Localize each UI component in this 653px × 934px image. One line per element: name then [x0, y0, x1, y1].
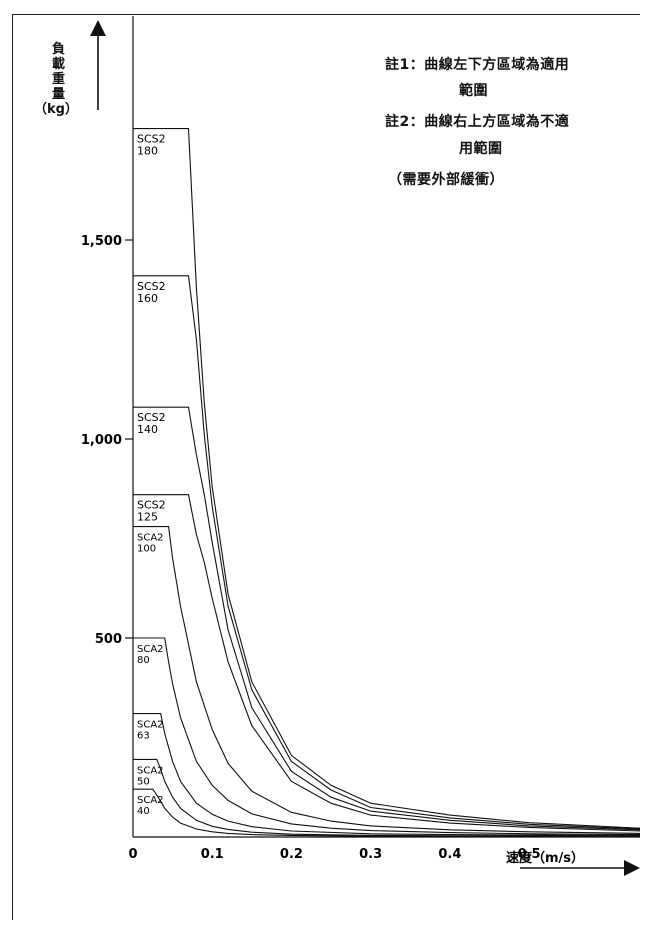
series-label: 63 — [137, 731, 150, 742]
series-label: 160 — [137, 292, 158, 305]
series-line-scs2-180 — [133, 128, 641, 829]
series-label: SCS2 — [137, 280, 166, 293]
series-label: 180 — [137, 145, 158, 158]
note-2-line-2: 用範圍 — [459, 141, 503, 157]
series-label: SCA2 — [137, 533, 164, 544]
series-line-scs2-125 — [133, 494, 641, 832]
series-label: SCS2 — [137, 499, 166, 512]
series-label: SCA2 — [137, 795, 164, 806]
series-label: SCA2 — [137, 644, 164, 655]
series-line-sca2-100 — [133, 526, 641, 834]
series-layer: SCS2180SCS2160SCS2140SCS2125SCA2100SCA28… — [133, 128, 641, 838]
series-label: 50 — [137, 776, 150, 787]
series-label: SCA2 — [137, 720, 164, 731]
y-tick-label: 500 — [95, 632, 122, 647]
y-axis-label-char: 載 — [52, 57, 66, 72]
chart-frame — [12, 14, 640, 920]
series-line-scs2-160 — [133, 275, 641, 830]
y-tick-label: 1,500 — [81, 234, 122, 249]
series-line-sca2-80 — [133, 637, 641, 836]
series-line-scs2-140 — [133, 406, 641, 831]
x-tick-label: 0.5 — [518, 847, 541, 862]
series-label: SCS2 — [137, 133, 166, 146]
y-tick-label: 1,000 — [81, 433, 122, 448]
x-tick-label: 0 — [128, 847, 137, 862]
y-axis-label-char: 重 — [52, 72, 66, 87]
x-tick-label: 0.2 — [280, 847, 303, 862]
y-axis-label-char: （kg） — [34, 102, 78, 117]
x-tick-label: 0.4 — [438, 847, 461, 862]
x-axis-label: 速度（m/s） — [506, 850, 584, 866]
series-line-sca2-50 — [133, 758, 641, 837]
series-label: 140 — [137, 423, 158, 436]
ticks-layer: 0 0.1 0.2 0.3 0.4 0.5 500 1,000 1,500 — [81, 234, 541, 862]
y-axis-label-char: 負 — [52, 42, 66, 57]
series-label: 100 — [137, 544, 156, 555]
series-label: 125 — [137, 511, 158, 524]
note-2-line-1: 註2：曲線右上方區域為不適 — [385, 114, 570, 130]
series-line-sca2-63 — [133, 713, 641, 836]
y-axis-label-char: 量 — [52, 87, 66, 102]
series-label: SCS2 — [137, 411, 166, 424]
x-tick-label: 0.1 — [201, 847, 224, 862]
series-label: 40 — [137, 806, 150, 817]
note-1-line-1: 註1：曲線左下方區域為適用 — [385, 57, 570, 73]
series-line-sca2-40 — [133, 788, 641, 838]
note-3: （需要外部緩衝） — [388, 172, 504, 188]
series-label: 80 — [137, 655, 150, 666]
series-label: SCA2 — [137, 765, 164, 776]
x-tick-label: 0.3 — [359, 847, 382, 862]
note-1-line-2: 範圍 — [459, 83, 488, 99]
